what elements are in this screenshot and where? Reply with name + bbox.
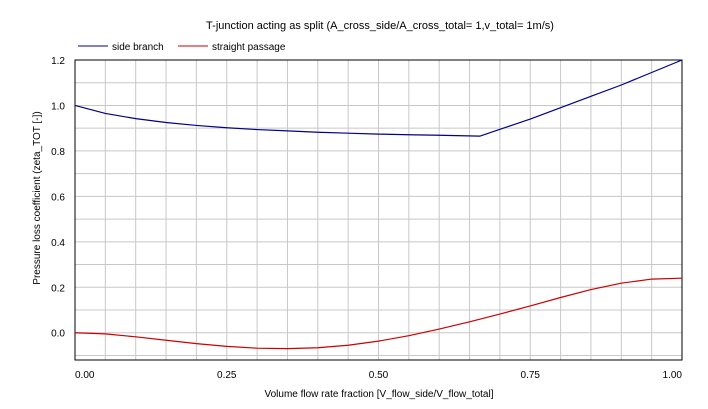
chart-title: T-junction acting as split (A_cross_side… [206,20,554,32]
y-tick-label: 0.8 [51,147,65,158]
x-tick-label: 0.75 [521,370,541,381]
series-layer [74,59,683,350]
legend-label-side-branch: side branch [112,42,164,53]
y-tick-label: 0.2 [51,283,65,294]
x-tick-label: 1.00 [663,370,683,381]
tick-labels: 0.00 0.25 0.50 0.75 1.00 0.0 0.2 0.4 0.6 0.8 1.0 1.… [51,56,682,381]
plot-area [74,59,683,361]
grid [74,59,683,360]
x-tick-label: 0.25 [217,370,237,381]
x-tick-label: 0.50 [369,370,389,381]
y-axis-label: Pressure loss coefficient (zeta_TOT [-]) [32,111,43,284]
series-line-side-branch [74,59,683,137]
y-tick-label: 0.4 [51,238,65,249]
legend: side branch straight passage [78,42,286,53]
y-tick-label: 0.6 [51,192,65,203]
y-tick-label: 1.0 [51,101,65,112]
x-tick-label: 0.00 [75,370,95,381]
y-tick-label: 0.0 [51,329,65,340]
legend-label-straight-passage: straight passage [212,42,286,53]
y-tick-label: 1.2 [51,56,65,67]
series-line-straight-passage [74,277,683,350]
x-axis-label: Volume flow rate fraction [V_flow_side/V… [264,389,493,400]
